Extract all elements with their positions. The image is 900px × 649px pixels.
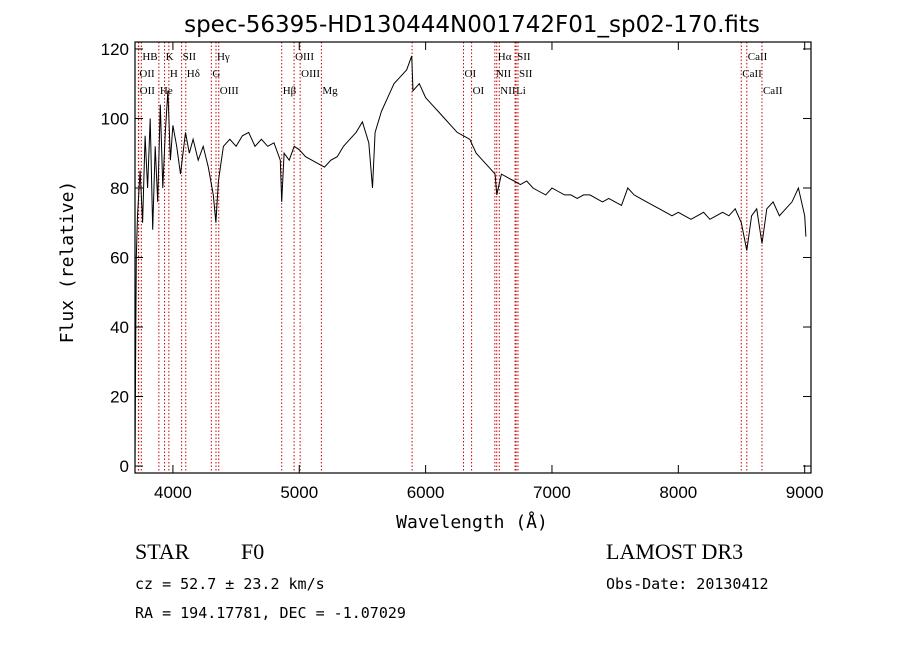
line-label: CaII xyxy=(748,51,768,63)
spectral-line-markers xyxy=(137,42,763,473)
survey-name: LAMOST DR3 xyxy=(606,539,744,564)
y-axis-label: Flux (relative) xyxy=(57,181,78,344)
line-label: SII xyxy=(519,68,533,80)
x-tick-label: 5000 xyxy=(280,483,318,502)
line-label: CaII xyxy=(742,68,762,80)
line-label: Mg xyxy=(322,85,338,97)
x-tick-label: 9000 xyxy=(786,483,824,502)
line-label: CaII xyxy=(763,85,783,97)
x-tick-label: 8000 xyxy=(659,483,697,502)
coordinates-text: RA = 194.17781, DEC = -1.07029 xyxy=(135,604,406,622)
line-label: OIII xyxy=(295,51,314,63)
plot-frame xyxy=(134,41,812,474)
y-tick-label: 60 xyxy=(110,249,129,268)
x-tick-label: 6000 xyxy=(407,483,445,502)
x-axis-label: Wavelength (Å) xyxy=(396,511,548,533)
line-label: OII xyxy=(139,68,155,80)
line-label: NII xyxy=(500,85,516,97)
line-label: SII xyxy=(183,51,197,63)
x-tick-label: 4000 xyxy=(154,483,192,502)
x-tick-label: 7000 xyxy=(533,483,571,502)
line-label: NII xyxy=(496,68,512,80)
spectral-line-labels: HBOIIOIIKHHeSIIHδOIIIHγGHβOIIIOIIIMgOIOI… xyxy=(139,51,782,97)
y-tick-label: 40 xyxy=(110,318,129,337)
spectrum-series-line xyxy=(134,55,807,467)
x-axis-ticks: 4000 5000 6000 7000 8000 9000 xyxy=(154,42,824,502)
y-axis-ticks: 0 20 40 60 80 100 120 xyxy=(101,40,811,476)
y-tick-label: 80 xyxy=(110,179,129,198)
y-tick-label: 120 xyxy=(101,40,129,59)
redshift-text: cz = 52.7 ± 23.2 km/s xyxy=(135,575,325,593)
line-label: OIII xyxy=(220,85,239,97)
line-label: He xyxy=(160,85,173,97)
line-label: H xyxy=(170,68,178,80)
line-label: Hβ xyxy=(283,85,297,97)
line-label: OIII xyxy=(301,68,320,80)
chart-title: spec-56395-HD130444N001742F01_sp02-170.f… xyxy=(184,12,760,38)
y-tick-label: 0 xyxy=(120,457,129,476)
line-label: G xyxy=(212,68,220,80)
y-tick-label: 100 xyxy=(101,109,129,128)
observation-date: Obs-Date: 20130412 xyxy=(606,575,769,593)
line-label: SII xyxy=(517,51,531,63)
line-label: Hα xyxy=(498,51,512,63)
line-label: K xyxy=(166,51,174,63)
line-label: OI xyxy=(465,68,477,80)
line-label: Hγ xyxy=(217,51,230,63)
line-label: Hδ xyxy=(187,68,200,80)
line-label: OII xyxy=(140,85,156,97)
object-class: STAR xyxy=(135,539,190,564)
line-label: OI xyxy=(473,85,485,97)
line-label: HB xyxy=(142,51,157,63)
y-tick-label: 20 xyxy=(110,388,129,407)
object-subclass: F0 xyxy=(241,539,265,564)
line-label: Li xyxy=(516,85,526,97)
